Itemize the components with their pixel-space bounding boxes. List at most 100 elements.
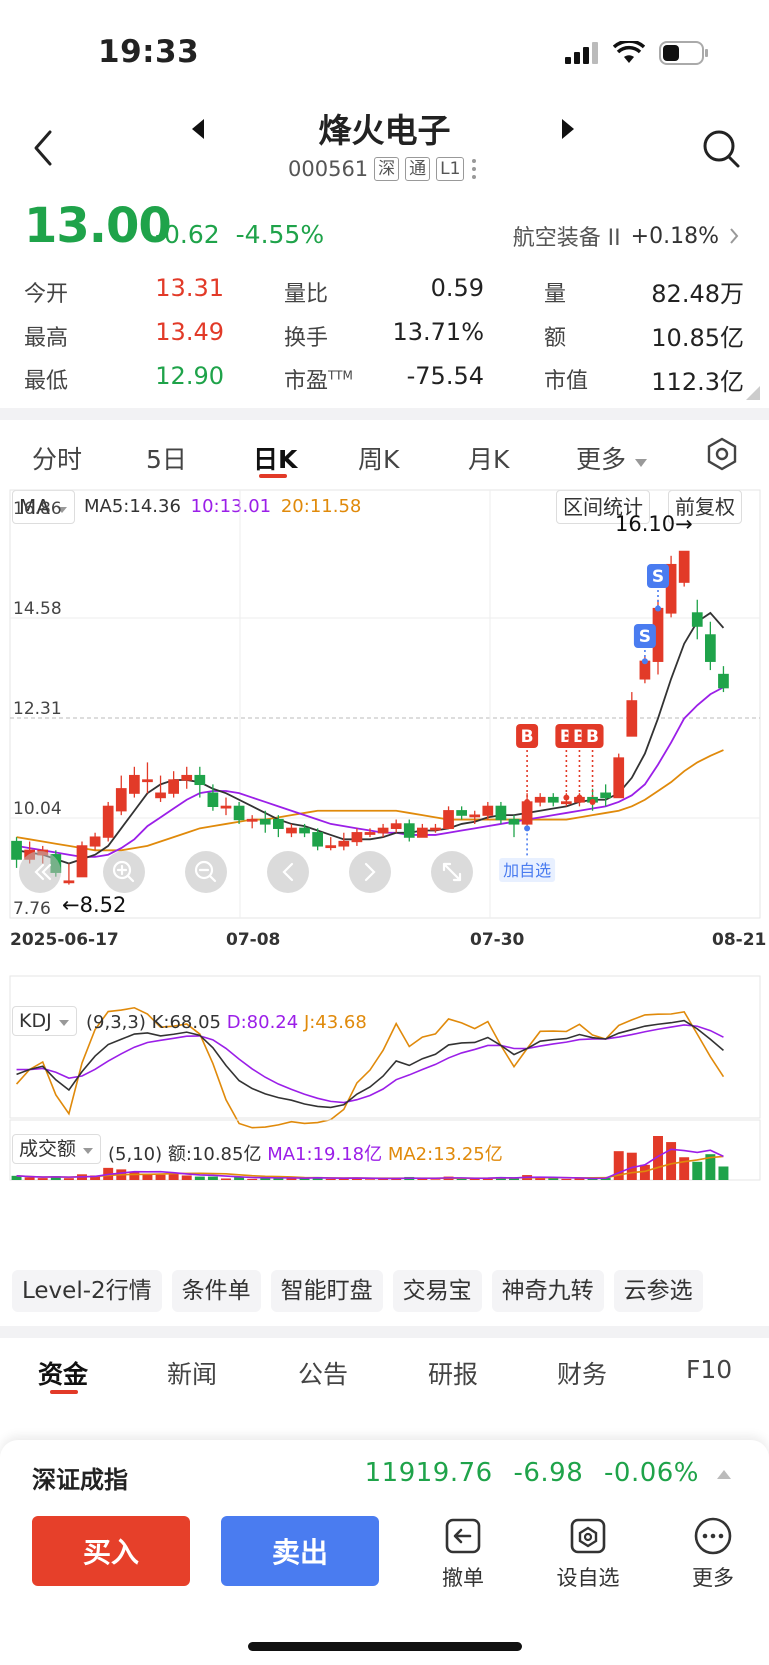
back-icon[interactable] xyxy=(24,120,64,176)
volume-bar xyxy=(548,1178,559,1180)
search-icon[interactable] xyxy=(701,128,741,170)
quote-value: 82.48万 xyxy=(651,280,744,308)
zoom-out-glyph xyxy=(198,868,217,883)
kline-chart[interactable]: 16.86 14.58 12.31 10.04 7.76 2025-06-17 07-08… xyxy=(0,488,769,1258)
tab-finance[interactable]: 财务 xyxy=(557,1360,608,1389)
pan-right-button[interactable] xyxy=(349,851,391,893)
quote-value: 13.71% xyxy=(392,318,484,346)
tab-daily-k[interactable]: 日K xyxy=(253,445,298,474)
index-quote[interactable]: 11919.76 -6.98 -0.06% xyxy=(365,1458,699,1488)
corner-expand-icon[interactable] xyxy=(746,386,760,400)
service-trade-treasure[interactable]: 交易宝 xyxy=(392,1270,482,1312)
change-value: -0.62 xyxy=(155,220,220,249)
service-cloud[interactable]: 云参选 xyxy=(613,1270,703,1312)
candle-body xyxy=(89,836,101,847)
fullscreen-button[interactable] xyxy=(431,851,473,893)
volume-bar xyxy=(50,1176,61,1180)
index-name[interactable]: 深证成指 xyxy=(32,1466,128,1494)
stock-code: 000561 xyxy=(288,157,369,181)
range-stat-button[interactable]: 区间统计 xyxy=(556,490,650,524)
status-time: 19:33 xyxy=(98,34,200,70)
service-smart-watch[interactable]: 智能盯盘 xyxy=(270,1270,383,1312)
candle-body xyxy=(534,796,546,803)
sell-button[interactable]: 卖出 xyxy=(221,1516,379,1586)
kdj-select[interactable]: KDJ xyxy=(12,1006,77,1036)
buy-button[interactable]: 买入 xyxy=(32,1516,190,1586)
candle-body xyxy=(456,810,467,816)
zoom-out-button[interactable] xyxy=(185,851,227,893)
section-divider xyxy=(0,1326,769,1338)
change-percent: -4.55% xyxy=(235,220,325,249)
adjust-select[interactable]: 前复权 xyxy=(668,490,742,524)
connect-tag: 通 xyxy=(405,157,431,181)
more-button[interactable]: 更多 xyxy=(668,1516,758,1592)
volume-bar xyxy=(561,1178,572,1180)
quote-label: 量 xyxy=(544,282,567,307)
pan-right-icon xyxy=(349,851,391,893)
service-condition-order[interactable]: 条件单 xyxy=(171,1270,261,1312)
volume-bar xyxy=(626,1152,637,1180)
rewind-button[interactable] xyxy=(19,851,61,893)
cancel-order-button[interactable]: 撤单 xyxy=(418,1516,508,1592)
volume-bar xyxy=(705,1154,716,1180)
prev-stock-icon[interactable] xyxy=(188,116,208,142)
candle-body xyxy=(312,832,323,847)
stock-name: 烽火电子 xyxy=(318,111,451,150)
candle-body xyxy=(600,792,611,799)
candle-body xyxy=(338,840,350,847)
volume-select[interactable]: 成交额 xyxy=(12,1134,102,1164)
candle-body xyxy=(678,550,690,583)
volume-bar xyxy=(11,1175,22,1180)
buy-marker xyxy=(516,724,539,748)
volume-bar xyxy=(90,1175,101,1180)
marker-dot xyxy=(524,798,531,805)
pan-left-button[interactable] xyxy=(267,851,309,893)
tab-news[interactable]: 新闻 xyxy=(167,1360,218,1389)
candle-body xyxy=(691,612,703,627)
tab-announcements[interactable]: 公告 xyxy=(298,1360,349,1389)
tab-capital[interactable]: 资金 xyxy=(38,1360,89,1389)
volume-params: (5,10) xyxy=(108,1144,163,1165)
add-watch-button[interactable]: 设自选 xyxy=(543,1516,633,1592)
caret-up-icon[interactable] xyxy=(717,1470,731,1479)
sector-link[interactable]: 航空装备 II +0.18% xyxy=(513,220,739,252)
marker-dot xyxy=(655,605,661,612)
kdj-legend: (9,3,3) K:68.05 D:80.24 J:43.68 xyxy=(86,1012,367,1033)
next-stock-icon[interactable] xyxy=(558,116,578,142)
candle-body xyxy=(181,774,193,781)
volume-bar xyxy=(299,1178,310,1180)
x-tick-label: 08-21 xyxy=(712,930,766,950)
marker-dot xyxy=(641,658,648,665)
rewind-icon xyxy=(19,851,61,893)
volume-label: 成交额 xyxy=(19,1138,77,1160)
candle-body xyxy=(705,634,716,662)
candle-body xyxy=(129,774,140,794)
tab-f10[interactable]: F10 xyxy=(686,1355,733,1384)
tab-research[interactable]: 研报 xyxy=(428,1360,479,1389)
more-icon xyxy=(694,1517,732,1555)
tab-monthly-k[interactable]: 月K xyxy=(468,445,510,474)
kdj-k: K:68.05 xyxy=(151,1012,221,1033)
tab-5day[interactable]: 5日 xyxy=(146,445,187,474)
volume-bar xyxy=(430,1179,441,1180)
tab-weekly-k[interactable]: 周K xyxy=(358,445,400,474)
tab-more[interactable]: 更多 xyxy=(576,440,648,476)
candle-body xyxy=(351,832,363,843)
service-nine-turn[interactable]: 神奇九转 xyxy=(491,1270,604,1312)
candle-body xyxy=(194,774,206,786)
zoom-in-glyph xyxy=(116,864,135,883)
price-change: -0.62 -4.55% xyxy=(155,220,324,249)
indicator-select[interactable]: MA xyxy=(12,490,76,524)
market-tag: 深 xyxy=(374,157,400,181)
settings-hex-icon[interactable] xyxy=(706,437,738,471)
candle-body xyxy=(207,792,219,808)
tab-intraday[interactable]: 分时 xyxy=(32,445,83,474)
candle-body xyxy=(220,805,232,809)
volume-bar xyxy=(666,1142,677,1180)
y-tick-label: 16.86 xyxy=(13,499,62,519)
more-dots-icon[interactable] xyxy=(470,158,478,180)
y-tick-label: 10.04 xyxy=(13,799,62,819)
service-level2[interactable]: Level-2行情 xyxy=(12,1270,162,1312)
volume-bar xyxy=(325,1178,336,1180)
zoom-in-button[interactable] xyxy=(103,851,145,893)
